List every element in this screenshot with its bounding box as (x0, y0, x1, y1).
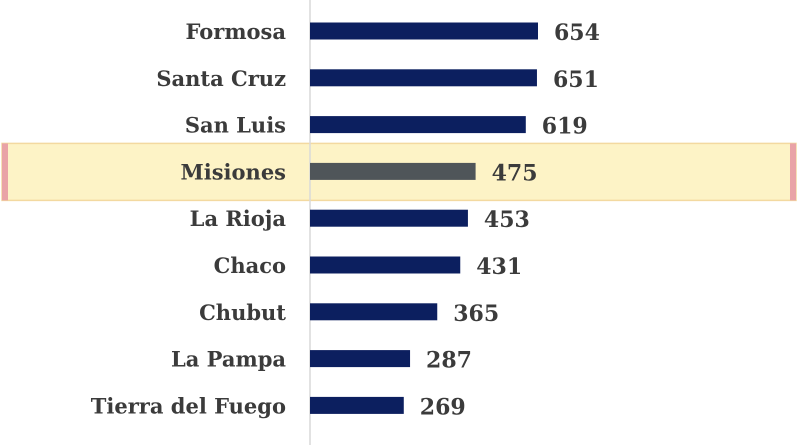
value-label: 475 (492, 160, 538, 186)
category-label: La Rioja (190, 206, 287, 231)
value-label: 431 (476, 254, 522, 280)
category-label: Misiones (181, 159, 286, 184)
value-label: 651 (553, 67, 599, 93)
highlight-band-left-edge (2, 143, 8, 201)
value-label: 619 (542, 114, 588, 140)
bar (310, 396, 404, 414)
bar (310, 256, 461, 274)
category-label: Chaco (214, 253, 286, 278)
bar (310, 350, 411, 368)
bar (310, 162, 476, 180)
category-label: Tierra del Fuego (91, 393, 286, 418)
category-label: Santa Cruz (156, 66, 286, 91)
value-label: 269 (420, 394, 466, 420)
category-label: San Luis (185, 113, 286, 138)
category-label: Chubut (199, 300, 286, 325)
bar (310, 116, 526, 134)
value-label: 453 (484, 207, 530, 233)
bar (310, 209, 468, 227)
highlight-band-right-edge (790, 143, 796, 201)
value-label: 287 (426, 348, 472, 374)
category-label: Formosa (186, 19, 287, 44)
value-label: 654 (554, 20, 600, 46)
category-label: La Pampa (171, 347, 286, 372)
bar (310, 22, 538, 40)
bar (310, 69, 537, 87)
bar (310, 303, 438, 321)
value-label: 365 (453, 301, 499, 327)
